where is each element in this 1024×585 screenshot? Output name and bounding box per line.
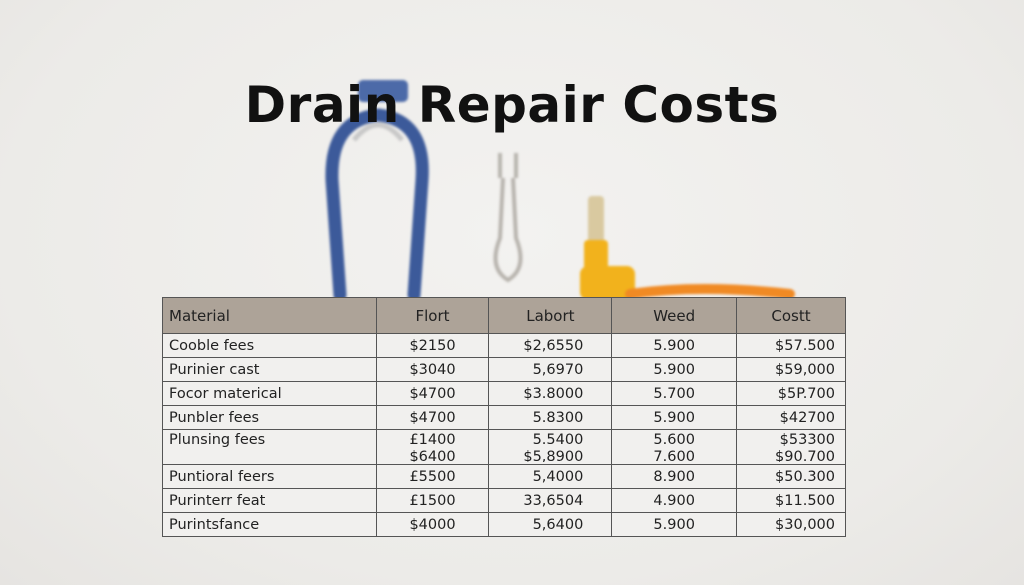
- cell-value: Plunsing fees: [169, 432, 266, 448]
- cell-labort: 5.8300: [488, 405, 613, 430]
- cell-flort: $4700: [375, 405, 490, 430]
- page-title: Drain Repair Costs: [244, 76, 780, 134]
- cell-material: Purinterr feat: [162, 488, 377, 513]
- cell-labort: 5,6400: [488, 512, 613, 537]
- cell-material: Purintsfance: [162, 512, 377, 537]
- cell-material: Plunsing fees: [162, 429, 377, 465]
- cell-flort: $3040: [375, 357, 490, 382]
- cell-labort: 5.5400 $5,8900: [488, 429, 613, 465]
- cell-cost: $5P.700: [736, 381, 846, 406]
- header-flort: Flort: [375, 297, 490, 334]
- cell-value-overflow: $5,8900: [523, 449, 584, 462]
- cell-value: 5.5400: [532, 432, 584, 448]
- table-row: Purinterr feat £1500 33,6504 4.900 $11.500: [162, 488, 846, 513]
- cell-value: £1400: [409, 432, 456, 448]
- table-row: Punbler fees $4700 5.8300 5.900 $42700: [162, 405, 846, 430]
- cell-weed: 5.900: [611, 405, 738, 430]
- cell-weed: 5.700: [611, 381, 738, 406]
- table-row: Focor materical $4700 $3.8000 5.700 $5P.700: [162, 381, 846, 406]
- cell-flort: $2150: [375, 333, 490, 358]
- cell-flort: $4700: [375, 381, 490, 406]
- cell-weed: 5.900: [611, 357, 738, 382]
- cell-cost: $50.300: [736, 464, 846, 489]
- table-row: Purintsfance $4000 5,6400 5.900 $30,000: [162, 512, 846, 537]
- cell-material: Punbler fees: [162, 405, 377, 430]
- table-row: Cooble fees $2150 $2,6550 5.900 $57.500: [162, 333, 846, 358]
- cell-value: 5.600: [653, 432, 695, 448]
- cell-labort: $3.8000: [488, 381, 613, 406]
- table-header-row: Material Flort Labort Weed Costt: [162, 297, 846, 334]
- cell-flort: £5500: [375, 464, 490, 489]
- cost-table: Material Flort Labort Weed Costt Cooble …: [162, 297, 846, 537]
- cell-material: Cooble fees: [162, 333, 377, 358]
- cell-cost: $53300 $90.700: [736, 429, 846, 465]
- cell-material: Purinier cast: [162, 357, 377, 382]
- cell-cost: $30,000: [736, 512, 846, 537]
- header-labort: Labort: [488, 297, 613, 334]
- tongs-icon: [318, 80, 438, 302]
- cell-cost: $59,000: [736, 357, 846, 382]
- cell-labort: 5,4000: [488, 464, 613, 489]
- table-row: Purinier cast $3040 5,6970 5.900 $59,000: [162, 357, 846, 382]
- cell-value-overflow: $6400: [409, 449, 456, 462]
- pipe-icon: [580, 196, 800, 300]
- cell-weed: 8.900: [611, 464, 738, 489]
- cell-flort: £1400 $6400: [375, 429, 490, 465]
- cell-material: Puntioral feers: [162, 464, 377, 489]
- cell-weed: 5.900: [611, 333, 738, 358]
- header-material: Material: [162, 297, 377, 334]
- cell-cost: $42700: [736, 405, 846, 430]
- cell-flort: £1500: [375, 488, 490, 513]
- wrench-icon: [478, 148, 538, 288]
- cell-material: Focor materical: [162, 381, 377, 406]
- cell-cost: $11.500: [736, 488, 846, 513]
- cell-labort: $2,6550: [488, 333, 613, 358]
- header-weed: Weed: [611, 297, 738, 334]
- table-row: Plunsing fees £1400 $6400 5.5400 $5,8900 5.60…: [162, 429, 846, 465]
- table-row: Puntioral feers £5500 5,4000 8.900 $50.300: [162, 464, 846, 489]
- cell-cost: $57.500: [736, 333, 846, 358]
- cell-value-overflow: $90.700: [775, 449, 835, 462]
- cell-labort: 33,6504: [488, 488, 613, 513]
- header-costt: Costt: [736, 297, 846, 334]
- cell-weed: 5.900: [611, 512, 738, 537]
- cell-value-overflow: 7.600: [653, 449, 695, 462]
- cell-weed: 5.600 7.600: [611, 429, 738, 465]
- cell-weed: 4.900: [611, 488, 738, 513]
- cell-flort: $4000: [375, 512, 490, 537]
- cell-value: $53300: [779, 432, 835, 448]
- cell-labort: 5,6970: [488, 357, 613, 382]
